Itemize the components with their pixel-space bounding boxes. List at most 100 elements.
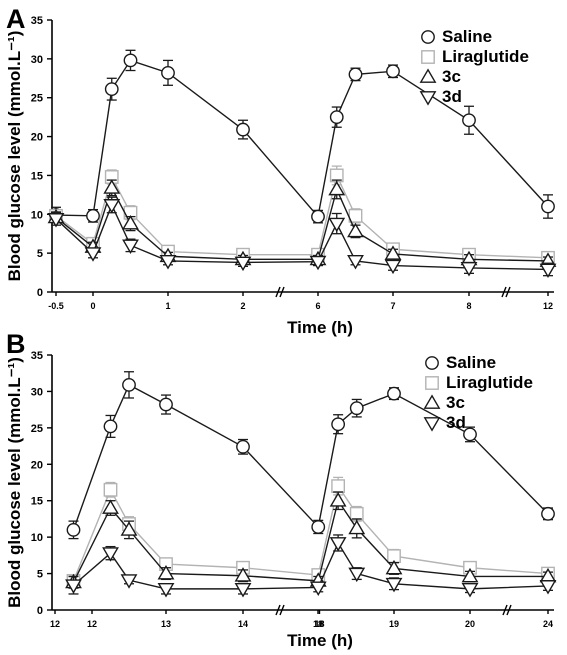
y-tick-label: 15 (31, 496, 43, 508)
x-tick-label: 12 (50, 619, 60, 629)
data-point (328, 217, 346, 233)
data-point (311, 209, 325, 224)
y-tick-label: 20 (31, 459, 43, 471)
data-point (157, 564, 175, 580)
legend-marker (421, 50, 435, 64)
x-tick-label: 2 (240, 301, 245, 311)
data-point (103, 482, 118, 497)
x-tick-label: 20 (465, 619, 475, 629)
data-point (65, 579, 82, 594)
data-point (120, 574, 138, 589)
series-line (72, 383, 549, 531)
data-point (122, 215, 139, 230)
data-point (159, 397, 173, 412)
y-tick-label: 20 (31, 132, 43, 144)
data-point (236, 439, 250, 454)
data-point (329, 492, 347, 507)
data-point (102, 499, 119, 514)
axis-break-mark (275, 286, 281, 298)
data-point (104, 82, 119, 97)
x-tick-label: 8 (466, 301, 471, 311)
y-tick-label: 0 (37, 287, 43, 299)
y-tick-label: 10 (31, 532, 43, 544)
x-axis-title: Time (h) (287, 318, 353, 337)
data-point (234, 567, 252, 582)
axis-break-mark (279, 604, 285, 616)
series-saline (66, 371, 555, 540)
panel-letter: B (6, 329, 26, 359)
legend-label: Liraglutide (442, 47, 529, 66)
axis-break-mark (506, 604, 512, 616)
data-point (462, 113, 476, 128)
y-tick-label: 25 (31, 93, 43, 105)
legend-label: Saline (446, 353, 496, 372)
data-point (385, 577, 403, 593)
x-tick-label: 12 (87, 619, 97, 629)
series-3d (47, 196, 557, 279)
data-point (309, 581, 327, 597)
axis-break-mark (279, 286, 285, 298)
data-point (84, 247, 102, 262)
data-point (329, 537, 347, 552)
data-point (122, 239, 139, 254)
legend-marker (425, 356, 439, 370)
y-tick-label: 35 (31, 15, 43, 27)
y-axis-title: Blood glucose level (mmol.L⁻¹) (5, 31, 24, 282)
data-point (86, 208, 100, 223)
data-point (234, 256, 252, 272)
data-point (387, 386, 401, 401)
axis-break-mark (275, 604, 281, 616)
data-point (159, 255, 177, 270)
x-axis-title: Time (h) (287, 631, 353, 650)
axis-break-mark (505, 286, 511, 298)
data-point (66, 522, 81, 537)
y-axis-title: Blood glucose level (mmol.L⁻¹) (5, 357, 24, 608)
data-point (461, 582, 479, 598)
data-point (461, 567, 479, 583)
legend-label: 3c (442, 67, 461, 86)
series-3c (47, 179, 557, 267)
data-point (328, 180, 346, 196)
data-point (103, 199, 121, 214)
x-tick-label: 18 (313, 619, 323, 629)
x-tick-label: 0 (90, 301, 95, 311)
y-tick-label: 25 (31, 423, 43, 435)
x-tick-label: 12 (543, 301, 553, 311)
data-point (539, 580, 557, 595)
data-point (541, 199, 555, 214)
data-point (349, 401, 364, 416)
data-point (349, 506, 364, 521)
data-point (102, 547, 119, 562)
data-point (122, 377, 136, 392)
y-tick-label: 30 (31, 54, 43, 66)
data-point (331, 479, 346, 494)
x-tick-label: 14 (238, 619, 248, 629)
series-line (55, 59, 549, 219)
x-tick-label: 6 (315, 301, 320, 311)
data-point (348, 67, 363, 82)
data-point (347, 222, 364, 238)
x-tick-label: 18 (314, 619, 324, 629)
legend-label: 3d (442, 87, 462, 106)
x-tick-label: 7 (390, 301, 395, 311)
x-tick-label: -0.5 (48, 301, 64, 311)
panel-letter: A (6, 4, 26, 34)
legend-marker (423, 417, 441, 432)
data-point (348, 567, 366, 583)
legend-label: Saline (442, 27, 492, 46)
data-point (161, 65, 175, 80)
y-tick-label: 5 (37, 248, 43, 260)
series-saline (49, 49, 555, 224)
data-point (348, 519, 366, 535)
x-tick-label: 1 (165, 301, 170, 311)
data-point (539, 263, 557, 279)
data-point (460, 262, 478, 277)
data-point (329, 110, 344, 125)
y-tick-label: 0 (37, 605, 43, 617)
data-point (384, 259, 402, 275)
y-tick-label: 15 (31, 170, 43, 182)
x-tick-label: 24 (543, 619, 553, 629)
